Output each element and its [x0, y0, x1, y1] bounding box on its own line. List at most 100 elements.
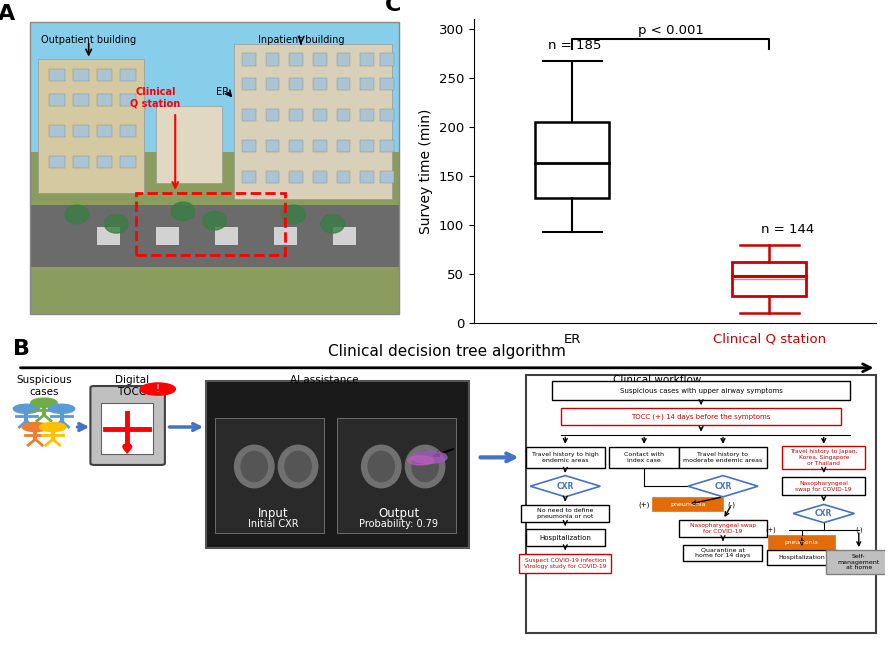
Bar: [136, 193, 285, 255]
Circle shape: [39, 422, 66, 432]
Polygon shape: [266, 53, 280, 66]
Text: Suspicious
cases: Suspicious cases: [16, 375, 72, 397]
Polygon shape: [380, 171, 393, 183]
Text: Contact with
index case: Contact with index case: [624, 452, 664, 463]
Text: Suspicious cases with upper airway symptoms: Suspicious cases with upper airway sympt…: [620, 388, 782, 393]
Ellipse shape: [241, 452, 267, 482]
Polygon shape: [242, 53, 256, 66]
Polygon shape: [234, 44, 392, 199]
Polygon shape: [313, 109, 326, 121]
Polygon shape: [97, 125, 113, 137]
FancyBboxPatch shape: [609, 447, 679, 468]
Text: pneumonia: pneumonia: [785, 540, 819, 545]
FancyBboxPatch shape: [101, 402, 154, 454]
Text: (-): (-): [728, 501, 736, 508]
Bar: [536, 122, 610, 198]
Text: Nasopharyngeal
swap for COVID-19: Nasopharyngeal swap for COVID-19: [796, 481, 852, 492]
Polygon shape: [49, 68, 65, 81]
Polygon shape: [73, 68, 89, 81]
FancyBboxPatch shape: [519, 554, 611, 573]
Ellipse shape: [361, 445, 401, 488]
Text: Probability: 0.79: Probability: 0.79: [359, 519, 438, 528]
Ellipse shape: [405, 445, 445, 488]
Polygon shape: [242, 78, 256, 90]
Polygon shape: [688, 475, 758, 497]
Text: Travel history to high
endemic areas: Travel history to high endemic areas: [532, 452, 599, 463]
Polygon shape: [49, 94, 65, 106]
Text: CXR: CXR: [714, 482, 731, 491]
Polygon shape: [120, 156, 136, 168]
Polygon shape: [313, 53, 326, 66]
Text: Clinical workflow: Clinical workflow: [613, 375, 702, 386]
Polygon shape: [380, 78, 393, 90]
Polygon shape: [242, 109, 256, 121]
Text: ER: ER: [216, 87, 229, 98]
Polygon shape: [360, 140, 374, 152]
Text: A: A: [0, 4, 15, 24]
Text: B: B: [13, 339, 30, 359]
Polygon shape: [266, 140, 280, 152]
Polygon shape: [120, 68, 136, 81]
Polygon shape: [156, 227, 179, 245]
Text: (+): (+): [638, 501, 650, 508]
Polygon shape: [360, 53, 374, 66]
Ellipse shape: [412, 452, 438, 482]
Text: Output: Output: [378, 506, 419, 519]
Text: n = 185: n = 185: [548, 39, 601, 52]
FancyBboxPatch shape: [684, 545, 763, 561]
Text: Hospitalization: Hospitalization: [779, 555, 825, 560]
Polygon shape: [360, 109, 374, 121]
Text: Nasopharyngeal swap
for COVID-19: Nasopharyngeal swap for COVID-19: [690, 523, 756, 534]
Ellipse shape: [285, 452, 311, 482]
FancyBboxPatch shape: [337, 418, 456, 534]
Ellipse shape: [234, 445, 274, 488]
Polygon shape: [290, 78, 303, 90]
Text: CXR: CXR: [557, 482, 574, 491]
Circle shape: [22, 422, 48, 432]
FancyBboxPatch shape: [206, 381, 468, 548]
Polygon shape: [266, 78, 280, 90]
Text: ♥: ♥: [121, 443, 133, 457]
Polygon shape: [313, 78, 326, 90]
Polygon shape: [313, 171, 326, 183]
Text: !: !: [156, 384, 160, 394]
Polygon shape: [313, 140, 326, 152]
Polygon shape: [49, 156, 65, 168]
Text: Travel history to
moderate endemic areas: Travel history to moderate endemic areas: [683, 452, 763, 463]
Text: Initial CXR: Initial CXR: [249, 519, 299, 528]
Polygon shape: [266, 109, 280, 121]
Text: p < 0.001: p < 0.001: [638, 24, 704, 37]
Circle shape: [412, 452, 447, 463]
FancyBboxPatch shape: [653, 497, 723, 511]
Text: Inpatient building: Inpatient building: [257, 35, 344, 45]
Text: Input: Input: [258, 506, 289, 519]
Polygon shape: [30, 205, 400, 267]
Polygon shape: [97, 227, 120, 245]
Polygon shape: [30, 22, 400, 183]
Text: Outpatient building: Outpatient building: [41, 35, 136, 45]
FancyBboxPatch shape: [679, 520, 767, 537]
Polygon shape: [97, 68, 113, 81]
Polygon shape: [266, 171, 280, 183]
Circle shape: [408, 456, 434, 465]
FancyBboxPatch shape: [679, 447, 767, 468]
Polygon shape: [380, 140, 393, 152]
Polygon shape: [242, 171, 256, 183]
Polygon shape: [333, 227, 356, 245]
Polygon shape: [360, 78, 374, 90]
FancyBboxPatch shape: [782, 477, 865, 495]
Bar: [526, 375, 876, 634]
Polygon shape: [336, 140, 350, 152]
Text: Travel history to Japan,
Korea, Singapore
or Thailand: Travel history to Japan, Korea, Singapor…: [790, 449, 857, 466]
FancyBboxPatch shape: [561, 408, 841, 425]
Circle shape: [203, 211, 226, 230]
Text: (+): (+): [766, 527, 777, 534]
Polygon shape: [73, 125, 89, 137]
Circle shape: [282, 205, 305, 224]
Polygon shape: [793, 505, 855, 523]
Text: n = 144: n = 144: [761, 223, 814, 236]
Polygon shape: [530, 475, 601, 497]
FancyBboxPatch shape: [526, 530, 604, 547]
FancyBboxPatch shape: [215, 418, 325, 534]
Text: No need to define
pneumonia or not: No need to define pneumonia or not: [537, 508, 594, 519]
